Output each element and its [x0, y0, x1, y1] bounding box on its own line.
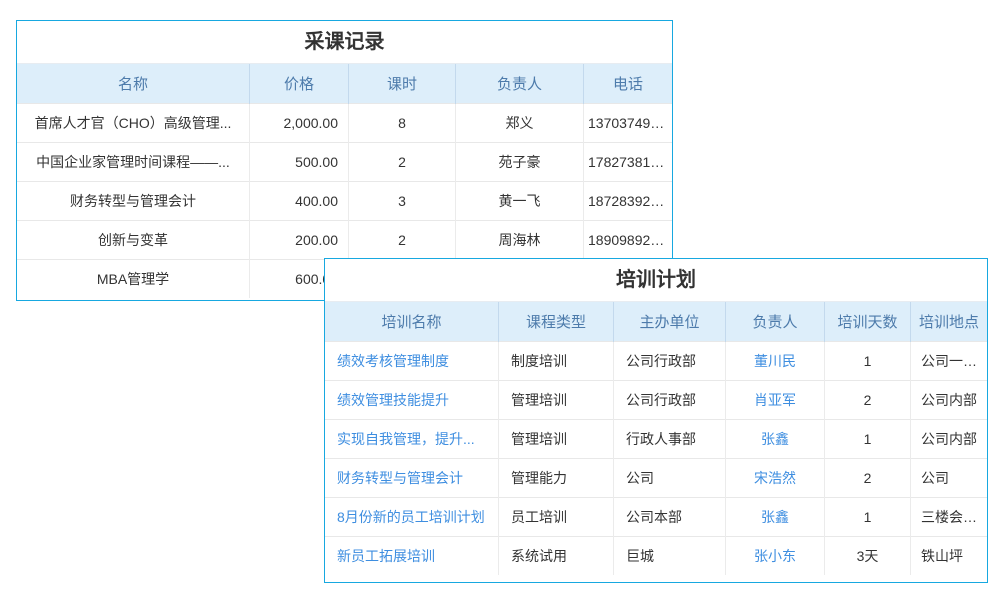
- training-plan-table: 培训名称 课程类型 主办单位 负责人 培训天数 培训地点 绩效考核管理制度 制度培训 公司行政…: [325, 302, 987, 575]
- table-cell: 管理能力: [498, 458, 614, 498]
- cell-link[interactable]: 绩效管理技能提升: [337, 392, 449, 408]
- table-cell: 黄一飞: [455, 181, 584, 221]
- training-plan-title: 培训计划: [325, 259, 987, 302]
- table-cell: 公司: [613, 458, 726, 498]
- table-cell: 8月份新的员工培训计划: [325, 497, 499, 537]
- column-header: 负责人: [725, 302, 825, 342]
- table-cell: 财务转型与管理会计: [17, 181, 250, 221]
- column-header: 课时: [348, 64, 456, 104]
- cell-link[interactable]: 绩效考核管理制度: [337, 353, 449, 369]
- table-cell: 公司行政部: [613, 341, 726, 381]
- table-cell: 2,000.00: [249, 103, 349, 143]
- table-cell: 巨城: [613, 536, 726, 575]
- table-row: 8月份新的员工培训计划 员工培训 公司本部 张鑫 1 三楼会议室: [325, 497, 987, 537]
- column-header: 培训名称: [325, 302, 499, 342]
- column-header: 课程类型: [498, 302, 614, 342]
- table-row: 创新与变革 200.00 2 周海林 18909892673: [17, 220, 672, 260]
- cell-link[interactable]: 张小东: [754, 548, 796, 564]
- table-cell: 500.00: [249, 142, 349, 182]
- table-cell: 2: [824, 380, 911, 420]
- table-cell: 郑义: [455, 103, 584, 143]
- table-cell: 200.00: [249, 220, 349, 260]
- purchase-records-header-row: 名称 价格 课时 负责人 电话: [17, 64, 672, 104]
- table-cell: 管理培训: [498, 380, 614, 420]
- training-plan-panel: 培训计划 培训名称 课程类型 主办单位 负责人 培训天数 培训地点 绩效考核管理制度 制度培…: [324, 258, 988, 583]
- column-header: 负责人: [455, 64, 584, 104]
- cell-link[interactable]: 8月份新的员工培训计划: [337, 509, 485, 525]
- cell-link[interactable]: 张鑫: [761, 431, 789, 447]
- table-cell: 18728392789: [583, 181, 672, 221]
- table-cell: 新员工拓展培训: [325, 536, 499, 575]
- column-header: 主办单位: [613, 302, 726, 342]
- table-cell: 苑子豪: [455, 142, 584, 182]
- table-cell: 400.00: [249, 181, 349, 221]
- table-cell: 1: [824, 497, 911, 537]
- table-cell: 铁山坪: [910, 536, 987, 575]
- table-cell: 财务转型与管理会计: [325, 458, 499, 498]
- table-row: 新员工拓展培训 系统试用 巨城 张小东 3天 铁山坪: [325, 536, 987, 575]
- cell-link[interactable]: 肖亚军: [754, 392, 796, 408]
- table-row: 中国企业家管理时间课程——... 500.00 2 苑子豪 17827381928: [17, 142, 672, 182]
- purchase-records-title: 采课记录: [17, 21, 672, 64]
- table-row: 绩效管理技能提升 管理培训 公司行政部 肖亚军 2 公司内部: [325, 380, 987, 420]
- table-cell: 系统试用: [498, 536, 614, 575]
- column-header: 电话: [583, 64, 672, 104]
- table-cell: 17827381928: [583, 142, 672, 182]
- table-cell: 肖亚军: [725, 380, 825, 420]
- table-cell: 首席人才官（CHO）高级管理...: [17, 103, 250, 143]
- table-cell: 中国企业家管理时间课程——...: [17, 142, 250, 182]
- table-cell: MBA管理学: [17, 259, 250, 298]
- table-cell: 18909892673: [583, 220, 672, 260]
- table-cell: 张小东: [725, 536, 825, 575]
- cell-link[interactable]: 财务转型与管理会计: [337, 470, 463, 486]
- table-row: 首席人才官（CHO）高级管理... 2,000.00 8 郑义 13703749295: [17, 103, 672, 143]
- table-cell: 周海林: [455, 220, 584, 260]
- table-cell: 1: [824, 419, 911, 459]
- table-cell: 1: [824, 341, 911, 381]
- table-cell: 行政人事部: [613, 419, 726, 459]
- cell-link[interactable]: 宋浩然: [754, 470, 796, 486]
- table-row: 实现自我管理，提升... 管理培训 行政人事部 张鑫 1 公司内部: [325, 419, 987, 459]
- table-cell: 公司内部: [910, 419, 987, 459]
- table-cell: 张鑫: [725, 419, 825, 459]
- table-cell: 公司本部: [613, 497, 726, 537]
- table-cell: 宋浩然: [725, 458, 825, 498]
- table-cell: 公司行政部: [613, 380, 726, 420]
- column-header: 培训天数: [824, 302, 911, 342]
- table-cell: 2: [824, 458, 911, 498]
- table-cell: 绩效考核管理制度: [325, 341, 499, 381]
- cell-link[interactable]: 实现自我管理，提升...: [337, 431, 475, 447]
- table-cell: 13703749295: [583, 103, 672, 143]
- table-cell: 张鑫: [725, 497, 825, 537]
- table-row: 财务转型与管理会计 管理能力 公司 宋浩然 2 公司: [325, 458, 987, 498]
- table-row: 财务转型与管理会计 400.00 3 黄一飞 18728392789: [17, 181, 672, 221]
- table-cell: 董川民: [725, 341, 825, 381]
- table-cell: 公司内部: [910, 380, 987, 420]
- table-cell: 3天: [824, 536, 911, 575]
- cell-link[interactable]: 董川民: [754, 353, 796, 369]
- table-cell: 创新与变革: [17, 220, 250, 260]
- column-header: 培训地点: [910, 302, 987, 342]
- table-cell: 三楼会议室: [910, 497, 987, 537]
- table-cell: 公司一楼会议室: [910, 341, 987, 381]
- table-cell: 2: [348, 220, 456, 260]
- table-cell: 管理培训: [498, 419, 614, 459]
- table-cell: 8: [348, 103, 456, 143]
- table-cell: 2: [348, 142, 456, 182]
- table-cell: 公司: [910, 458, 987, 498]
- column-header: 价格: [249, 64, 349, 104]
- table-cell: 员工培训: [498, 497, 614, 537]
- column-header: 名称: [17, 64, 250, 104]
- table-cell: 3: [348, 181, 456, 221]
- cell-link[interactable]: 新员工拓展培训: [337, 548, 435, 564]
- cell-link[interactable]: 张鑫: [761, 509, 789, 525]
- table-cell: 制度培训: [498, 341, 614, 381]
- table-cell: 绩效管理技能提升: [325, 380, 499, 420]
- training-plan-header-row: 培训名称 课程类型 主办单位 负责人 培训天数 培训地点: [325, 302, 987, 342]
- table-cell: 实现自我管理，提升...: [325, 419, 499, 459]
